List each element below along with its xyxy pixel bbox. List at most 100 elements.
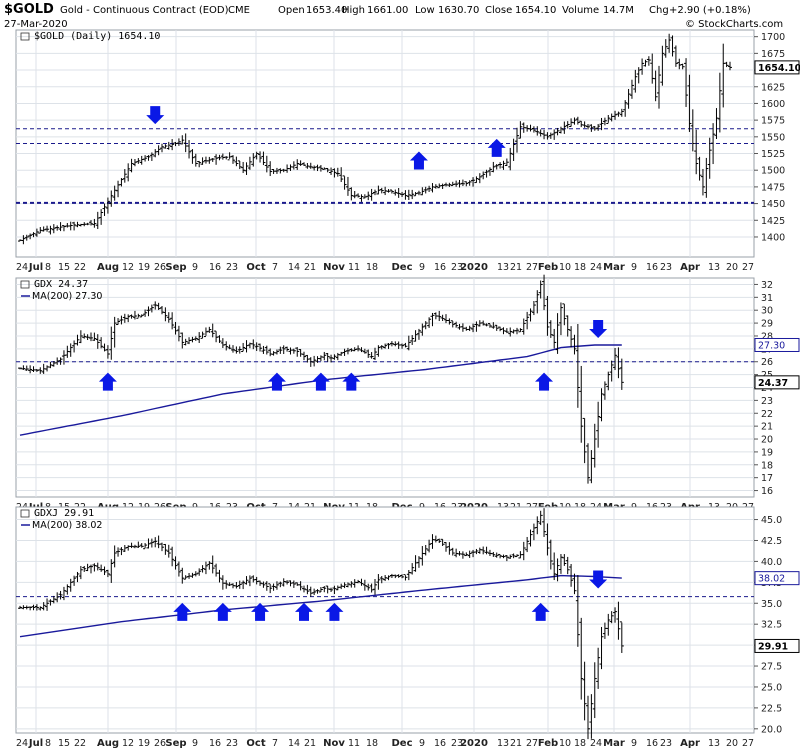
volume-value: 14.7M: [603, 5, 634, 16]
ohlc-bar: [149, 538, 154, 548]
ohlc-bar: [335, 167, 340, 177]
ohlc-bar: [332, 354, 337, 360]
ohlc-bar: [433, 535, 438, 543]
ohlc-bar: [562, 554, 567, 566]
ohlc-bar: [85, 563, 90, 572]
x-tick-label: 9: [631, 262, 637, 273]
ohlc-bar: [447, 542, 452, 555]
ohlc-bar: [494, 164, 499, 170]
ohlc-bar: [684, 58, 689, 107]
y-tick-label: 1550: [761, 132, 785, 143]
ohlc-bar: [535, 126, 540, 136]
ohlc-bar: [572, 334, 577, 355]
y-tick-label: 16: [761, 486, 773, 497]
ohlc-bar: [586, 124, 590, 130]
ohlc-bar: [132, 159, 137, 167]
ohlc-bar: [244, 162, 249, 175]
y-tick-label: 19: [761, 447, 773, 458]
ohlc-bar: [464, 181, 469, 187]
x-tick-label: Aug: [97, 262, 119, 273]
ohlc-bar: [491, 322, 496, 329]
ohlc-bar: [345, 347, 350, 355]
y-tick-label: 40.0: [761, 557, 782, 568]
ohlc-bar: [75, 334, 80, 346]
ohlc-bar: [447, 318, 452, 325]
ohlc-bar: [18, 605, 22, 609]
ohlc-bar: [528, 308, 533, 322]
ohlc-bar: [308, 162, 313, 169]
ohlc-bar: [599, 388, 604, 422]
ohlc-bar: [504, 158, 509, 166]
ohlc-bar: [369, 583, 374, 593]
ohlc-bar: [362, 348, 367, 354]
ohlc-bar: [153, 301, 158, 310]
y-tick-label: 20: [761, 435, 773, 446]
ohlc-bar: [376, 574, 381, 590]
ohlc-bar: [379, 345, 384, 350]
x-tick-label: 16: [209, 738, 221, 749]
ohlc-bar: [464, 552, 469, 557]
x-tick-label: Mar: [603, 262, 625, 273]
last-price-text: 29.91: [758, 641, 788, 652]
ohlc-bar: [427, 185, 432, 192]
date-label: 27-Mar-2020: [4, 19, 68, 30]
ohlc-bar: [116, 318, 121, 326]
x-tick-label: 22: [74, 262, 86, 273]
ohlc-bar: [562, 303, 567, 326]
ohlc-bar: [163, 307, 168, 322]
ohlc-bar: [126, 163, 131, 182]
x-tick-label: 10: [559, 262, 571, 273]
ohlc-bar: [241, 342, 246, 353]
ohlc-bar: [95, 562, 100, 571]
ohlc-bar: [264, 155, 269, 173]
ohlc-bar: [197, 568, 202, 576]
panel-title: $GOLD (Daily) 1654.10: [34, 31, 160, 42]
ohlc-bar: [349, 187, 354, 201]
ohlc-bar: [592, 126, 597, 131]
ohlc-bar: [305, 163, 310, 169]
ohlc-bar: [258, 580, 263, 586]
watermark: © StockCharts.com: [685, 19, 783, 30]
instrument-name: Gold - Continuous Contract (EOD): [60, 5, 229, 16]
ohlc-bar: [592, 423, 597, 468]
ohlc-bar: [660, 45, 665, 86]
ma-value-text: 27.30: [758, 340, 785, 351]
ohlc-bar: [572, 117, 577, 125]
panel-collapse-icon: [20, 509, 30, 518]
y-tick-label: 1425: [761, 216, 785, 227]
up-arrow-marker: [325, 602, 344, 621]
ohlc-bar: [579, 617, 584, 700]
ohlc-bar: [322, 586, 327, 593]
up-arrow-marker: [531, 602, 550, 621]
chart-panel-1: 1400 1425 1450 1475 1500 1525 1550 1575 1600 1625…: [15, 29, 800, 273]
x-tick-label: 9: [419, 738, 425, 749]
ohlc-bar: [122, 169, 127, 183]
chart-header: $GOLD Gold - Continuous Contract (EOD) C…: [4, 2, 783, 30]
ohlc-bar: [28, 365, 33, 374]
ohlc-bar: [602, 381, 607, 400]
ohlc-bar: [345, 582, 350, 588]
ohlc-bar: [68, 343, 73, 357]
x-tick-label: Nov: [323, 262, 345, 273]
ohlc-bar: [484, 546, 489, 555]
ohlc-bar: [332, 585, 337, 595]
ohlc-bar: [525, 536, 530, 553]
ohlc-bar: [51, 224, 56, 234]
ohlc-bar: [322, 351, 327, 361]
ohlc-bar: [274, 581, 279, 590]
ohlc-bar: [78, 565, 83, 580]
ohlc-bar: [633, 69, 638, 93]
ohlc-bar: [416, 556, 421, 568]
x-tick-label: Apr: [680, 262, 700, 273]
ohlc-bar: [305, 584, 310, 595]
ohlc-bar: [339, 351, 344, 356]
y-tick-label: 21: [761, 422, 773, 433]
ohlc-bar: [575, 323, 580, 408]
x-tick-label: 11: [348, 262, 360, 273]
ohlc-bar: [481, 320, 486, 326]
x-tick-label: 23: [451, 262, 463, 273]
ohlc-bar: [562, 121, 567, 134]
ohlc-bar: [58, 222, 63, 232]
ohlc-bar: [501, 160, 506, 170]
